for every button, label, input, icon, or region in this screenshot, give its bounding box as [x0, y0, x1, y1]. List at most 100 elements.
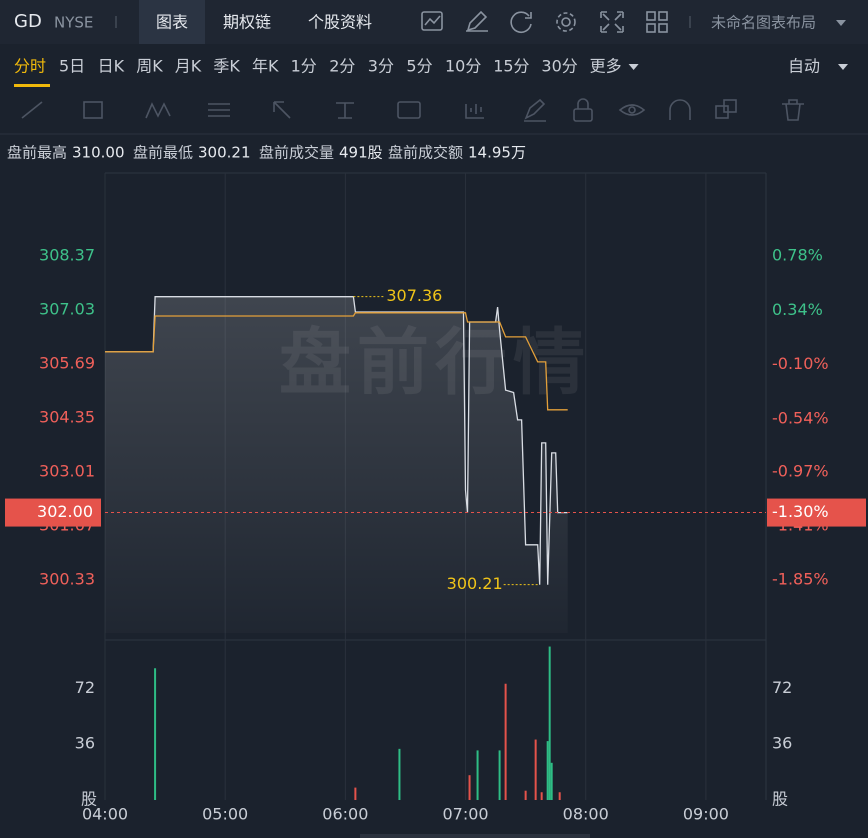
- tool-rect[interactable]: [83, 101, 103, 119]
- volume-tick-label: 72: [772, 678, 792, 697]
- period-tab[interactable]: 5分: [406, 57, 432, 76]
- current-change: -1.30%: [772, 502, 829, 521]
- volume-unit: 股: [772, 790, 788, 809]
- y-tick-label: 304.35: [39, 407, 95, 426]
- stat-value: 300.21: [198, 144, 251, 162]
- period-underline: [14, 84, 50, 87]
- volume-bar: [550, 762, 553, 800]
- x-tick-label: 06:00: [322, 805, 368, 824]
- y2-tick-label: -0.54%: [772, 408, 829, 427]
- tool-delete[interactable]: [782, 99, 804, 121]
- period-tab[interactable]: 2分: [329, 57, 355, 76]
- x-tick-label: 08:00: [563, 805, 609, 824]
- stat-value: 491股: [339, 144, 383, 162]
- volume-bar: [534, 739, 537, 800]
- y-tick-label: 300.33: [39, 569, 95, 588]
- x-tick-label: 05:00: [202, 805, 248, 824]
- draw-icon[interactable]: [466, 10, 488, 32]
- stat-label: 盘前成交量: [259, 144, 334, 162]
- volume-bar: [524, 790, 527, 800]
- volume-bar: [354, 787, 357, 800]
- current-price: 302.00: [37, 502, 93, 521]
- scrollbar: [360, 834, 590, 838]
- volume-bar: [558, 792, 561, 800]
- stat-label: 盘前最低: [133, 144, 193, 162]
- adjust[interactable]: 自动: [788, 57, 820, 76]
- refresh-icon[interactable]: [510, 11, 532, 33]
- period-tab[interactable]: 10分: [445, 57, 481, 76]
- tool-pen[interactable]: [524, 98, 546, 122]
- volume-tick-label: 36: [772, 734, 792, 753]
- stat-label: 盘前成交额: [388, 144, 463, 162]
- tool-measure[interactable]: [336, 102, 354, 119]
- y-tick-label: 308.37: [39, 245, 95, 264]
- volume-bar: [154, 668, 157, 800]
- tool-eye[interactable]: [618, 104, 646, 116]
- active-tab-bg: [139, 0, 205, 44]
- stat-value: 14.95万: [468, 144, 526, 162]
- price-line: [105, 296, 568, 585]
- dropdown-arrow: [838, 64, 848, 70]
- low-label: 300.21: [447, 574, 503, 593]
- icon-part: [424, 15, 441, 26]
- period-tab[interactable]: 分时: [14, 57, 46, 76]
- indicator-icon[interactable]: [421, 11, 443, 31]
- period-tab[interactable]: 30分: [541, 57, 577, 76]
- price-tag: [5, 498, 101, 527]
- chart: 04:00 05:00 06:00 07:00 08:00 09:00 308.37 307.…: [5, 172, 866, 838]
- stat-value: 310.00: [72, 144, 125, 162]
- volume-unit: 股: [81, 790, 97, 809]
- symbol: GD: [14, 11, 42, 32]
- period-tab[interactable]: 更多: [590, 57, 622, 76]
- settings-icon[interactable]: [561, 17, 571, 27]
- y-tick-label: 303.01: [39, 461, 95, 480]
- period-tab[interactable]: 日K: [98, 57, 125, 76]
- stat-label: 盘前最高: [7, 144, 67, 162]
- layout-name[interactable]: 未命名图表布局: [711, 14, 816, 32]
- stats-row: 盘前最高 310.00 盘前最低 300.21 盘前成交量 491股 盘前成交额 14.95万: [7, 144, 526, 162]
- y-tick-label: 305.69: [39, 353, 95, 372]
- tool-line[interactable]: [21, 101, 43, 119]
- period-tab[interactable]: 15分: [493, 57, 529, 76]
- tab[interactable]: 期权链: [223, 13, 271, 32]
- tool-lock[interactable]: [573, 108, 593, 122]
- volume-bar: [398, 748, 401, 800]
- period-tab[interactable]: 3分: [368, 57, 394, 76]
- volume-bar: [548, 646, 551, 800]
- y2-tick-label: 0.34%: [772, 300, 823, 319]
- change-tag: [767, 498, 866, 527]
- period-tab[interactable]: 月K: [175, 57, 202, 76]
- y2-tick-label: -1.85%: [772, 570, 829, 589]
- period-tab[interactable]: 年K: [252, 57, 279, 76]
- tool-magnet[interactable]: [669, 99, 691, 120]
- y-tick-label: 307.03: [39, 299, 95, 318]
- tool-arrow[interactable]: [273, 101, 291, 119]
- price-area: [105, 296, 568, 633]
- volume-bar: [546, 741, 549, 800]
- tool-text[interactable]: [397, 101, 421, 119]
- volume-tick-label: 72: [75, 678, 95, 697]
- period-tab[interactable]: 1分: [291, 57, 317, 76]
- tool-volume[interactable]: [465, 104, 484, 119]
- layout-icon[interactable]: [646, 11, 656, 21]
- fullscreen-icon[interactable]: [600, 11, 624, 33]
- volume-bar: [476, 750, 479, 800]
- dropdown-arrow: [628, 64, 639, 70]
- tool-fib[interactable]: [208, 103, 230, 117]
- period-tab[interactable]: 周K: [136, 57, 163, 76]
- high-label: 307.36: [386, 286, 442, 305]
- toolbar-icons: [421, 10, 668, 33]
- period-row: 分时 5日 日K 周K 月K 季K 年K 1分 2分 3分 5分 10分 15分 30分 更多: [14, 57, 639, 76]
- drawing-toolbar: [21, 98, 804, 122]
- dropdown-arrow: [836, 20, 846, 26]
- tab[interactable]: 个股资料: [308, 13, 372, 32]
- period-tab[interactable]: 5日: [59, 57, 85, 76]
- tab[interactable]: 图表: [156, 13, 188, 32]
- y2-tick-label: -0.10%: [772, 354, 829, 373]
- tool-wave[interactable]: [145, 102, 171, 119]
- y2-tick-label: 0.78%: [772, 246, 823, 265]
- volume-bar: [468, 775, 471, 800]
- period-tab[interactable]: 季K: [213, 57, 240, 76]
